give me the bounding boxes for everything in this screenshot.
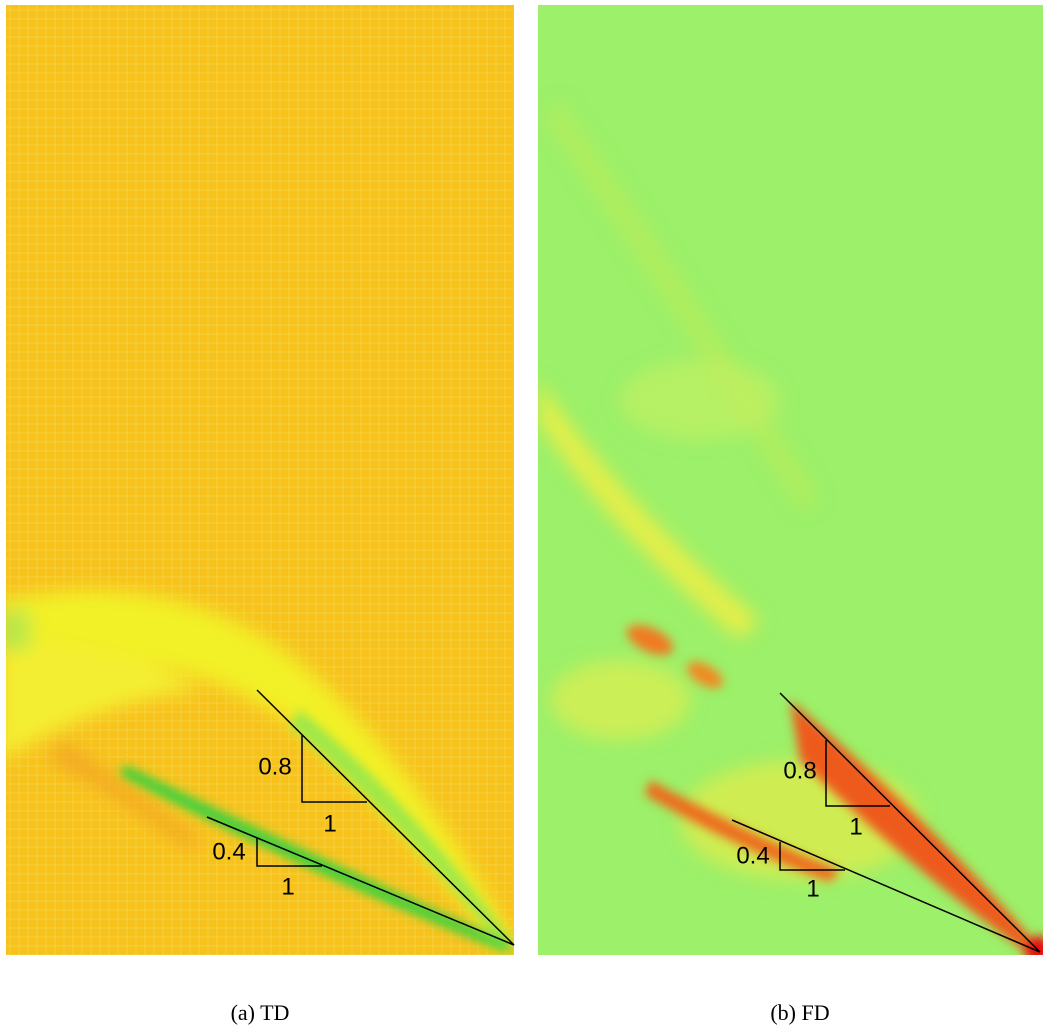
steep-run: 1 bbox=[323, 810, 336, 837]
steep-run: 1 bbox=[849, 813, 862, 840]
shallow-line bbox=[731, 819, 1041, 953]
shallow-run: 1 bbox=[806, 875, 819, 902]
steep-triangle bbox=[301, 735, 367, 803]
shallow-rise: 0.4 bbox=[212, 838, 245, 865]
panel-fd bbox=[538, 5, 1043, 955]
shallow-rise: 0.4 bbox=[736, 842, 769, 869]
shallow-triangle bbox=[779, 842, 845, 871]
shallow-run: 1 bbox=[281, 873, 294, 900]
caption: (b) FD bbox=[770, 1000, 829, 1025]
panel-td bbox=[6, 5, 514, 955]
steep-rise: 0.8 bbox=[258, 753, 291, 780]
heatmap-features bbox=[6, 590, 514, 950]
shallow-triangle bbox=[256, 838, 322, 867]
steep-line bbox=[256, 689, 515, 946]
caption: (a) TD bbox=[231, 1000, 290, 1025]
steep-line bbox=[779, 692, 1041, 953]
steep-triangle bbox=[825, 740, 890, 807]
shallow-line bbox=[206, 816, 515, 946]
slope-guides bbox=[206, 689, 1041, 953]
steep-rise: 0.8 bbox=[783, 757, 816, 784]
heatmap-background bbox=[6, 5, 514, 955]
